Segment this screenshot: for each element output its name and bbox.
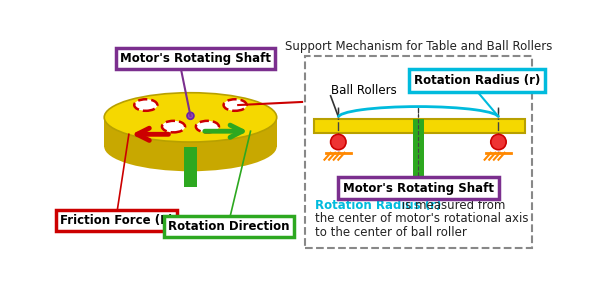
Text: the center of motor's rotational axis: the center of motor's rotational axis <box>315 213 529 225</box>
Polygon shape <box>184 146 197 187</box>
Polygon shape <box>104 117 277 146</box>
Text: Friction Force (F): Friction Force (F) <box>60 214 173 227</box>
Polygon shape <box>413 119 424 177</box>
Text: to the center of ball roller: to the center of ball roller <box>315 226 467 239</box>
Ellipse shape <box>196 121 219 132</box>
Ellipse shape <box>134 99 157 111</box>
Text: is measured from: is measured from <box>398 200 505 212</box>
Text: Rotation Direction: Rotation Direction <box>168 220 290 233</box>
Text: Motor's Rotating Shaft: Motor's Rotating Shaft <box>121 52 271 65</box>
Text: Motor's Rotating Shaft: Motor's Rotating Shaft <box>343 182 494 195</box>
Ellipse shape <box>187 112 194 119</box>
Text: Support Mechanism for Table and Ball Rollers: Support Mechanism for Table and Ball Rol… <box>284 40 552 53</box>
Ellipse shape <box>331 134 346 150</box>
Polygon shape <box>314 119 524 133</box>
Ellipse shape <box>224 99 247 111</box>
Text: Rotation Radius (r): Rotation Radius (r) <box>414 74 540 87</box>
Text: Ball Rollers: Ball Rollers <box>331 84 397 97</box>
Ellipse shape <box>104 93 277 142</box>
Ellipse shape <box>162 121 185 132</box>
Ellipse shape <box>491 134 506 150</box>
Ellipse shape <box>104 122 277 171</box>
Text: Rotation Radius (r): Rotation Radius (r) <box>315 200 442 212</box>
